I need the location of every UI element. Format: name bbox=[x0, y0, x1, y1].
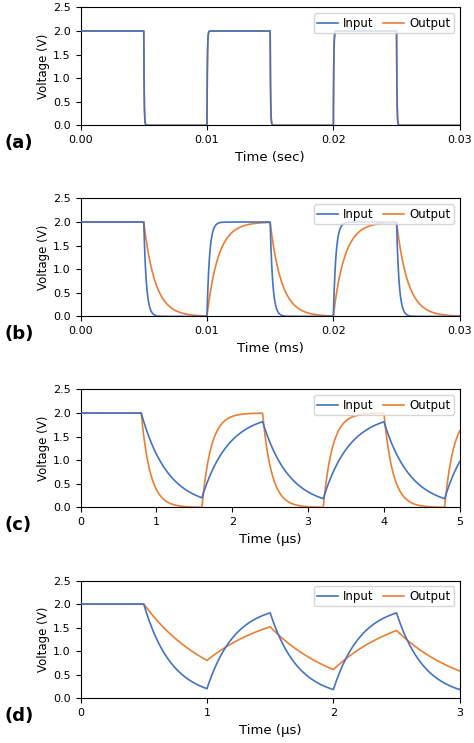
Input bbox=[302, 486, 308, 495]
Line: Input: Input bbox=[81, 413, 460, 499]
Output bbox=[319, 660, 324, 669]
Input bbox=[78, 218, 83, 227]
Line: Input: Input bbox=[81, 604, 460, 690]
Text: (a): (a) bbox=[5, 134, 33, 152]
Input bbox=[457, 685, 463, 694]
Input bbox=[359, 27, 365, 36]
Output bbox=[379, 409, 385, 418]
X-axis label: Time (ms): Time (ms) bbox=[237, 342, 304, 354]
Input bbox=[457, 457, 463, 466]
Output bbox=[78, 600, 83, 609]
Input bbox=[379, 218, 385, 227]
Input bbox=[215, 219, 221, 228]
Input bbox=[215, 455, 221, 464]
Output bbox=[215, 27, 221, 36]
Input bbox=[359, 631, 365, 640]
Output bbox=[442, 503, 447, 512]
Output bbox=[457, 426, 463, 435]
Output bbox=[457, 666, 463, 675]
Input bbox=[319, 681, 324, 690]
Y-axis label: Voltage (V): Voltage (V) bbox=[37, 33, 50, 99]
Y-axis label: Voltage (V): Voltage (V) bbox=[37, 416, 50, 481]
Output bbox=[379, 632, 385, 641]
Line: Output: Output bbox=[81, 604, 460, 671]
Output bbox=[302, 502, 308, 511]
Output bbox=[359, 27, 365, 36]
Input bbox=[359, 218, 365, 227]
X-axis label: Time (sec): Time (sec) bbox=[236, 151, 305, 163]
Input bbox=[215, 657, 221, 666]
Line: Output: Output bbox=[81, 222, 460, 316]
X-axis label: Time (μs): Time (μs) bbox=[239, 533, 301, 545]
Output bbox=[97, 27, 102, 36]
Input bbox=[302, 669, 308, 678]
Legend: Input, Output: Input, Output bbox=[313, 13, 454, 33]
Output bbox=[319, 503, 324, 512]
Input bbox=[457, 121, 463, 130]
Input bbox=[379, 27, 385, 36]
Output bbox=[97, 409, 102, 418]
Input bbox=[78, 409, 83, 418]
Input bbox=[97, 218, 102, 227]
Output bbox=[302, 651, 308, 660]
Output bbox=[457, 666, 463, 675]
Legend: Input, Output: Input, Output bbox=[313, 395, 454, 415]
Input bbox=[78, 27, 83, 36]
Input bbox=[379, 614, 385, 623]
Y-axis label: Voltage (V): Voltage (V) bbox=[37, 607, 50, 672]
Input bbox=[78, 600, 83, 609]
Input bbox=[319, 312, 324, 321]
Input bbox=[302, 312, 308, 321]
Input bbox=[457, 312, 463, 321]
Input bbox=[97, 600, 102, 609]
Output bbox=[97, 600, 102, 609]
Text: (b): (b) bbox=[5, 325, 34, 343]
Line: Input: Input bbox=[81, 31, 460, 126]
X-axis label: Time (μs): Time (μs) bbox=[239, 724, 301, 737]
Input bbox=[319, 121, 324, 130]
Output bbox=[359, 643, 365, 652]
Legend: Input, Output: Input, Output bbox=[313, 586, 454, 606]
Output bbox=[78, 409, 83, 418]
Input bbox=[457, 685, 463, 694]
Output bbox=[457, 121, 463, 130]
Output bbox=[78, 218, 83, 227]
Line: Input: Input bbox=[81, 222, 460, 317]
Output bbox=[215, 648, 221, 657]
Input bbox=[319, 493, 324, 502]
Legend: Input, Output: Input, Output bbox=[313, 204, 454, 224]
Text: (d): (d) bbox=[5, 707, 34, 725]
Input bbox=[215, 27, 221, 36]
Output bbox=[215, 253, 221, 262]
Line: Output: Output bbox=[81, 413, 460, 507]
Output bbox=[302, 308, 308, 317]
Output bbox=[78, 27, 83, 36]
Output bbox=[97, 218, 102, 227]
Y-axis label: Voltage (V): Voltage (V) bbox=[37, 224, 50, 290]
Input bbox=[97, 409, 102, 418]
Output bbox=[379, 219, 385, 228]
Output bbox=[359, 410, 365, 419]
Input bbox=[97, 27, 102, 36]
Text: (c): (c) bbox=[5, 516, 32, 534]
Output bbox=[457, 311, 463, 320]
Output bbox=[215, 425, 221, 434]
Output bbox=[319, 311, 324, 319]
Input bbox=[359, 429, 365, 438]
Input bbox=[442, 494, 447, 503]
Line: Output: Output bbox=[81, 31, 460, 126]
Input bbox=[302, 121, 308, 130]
Output bbox=[302, 121, 308, 130]
Output bbox=[319, 121, 324, 130]
Input bbox=[379, 418, 385, 427]
Output bbox=[379, 27, 385, 36]
Output bbox=[359, 225, 365, 234]
